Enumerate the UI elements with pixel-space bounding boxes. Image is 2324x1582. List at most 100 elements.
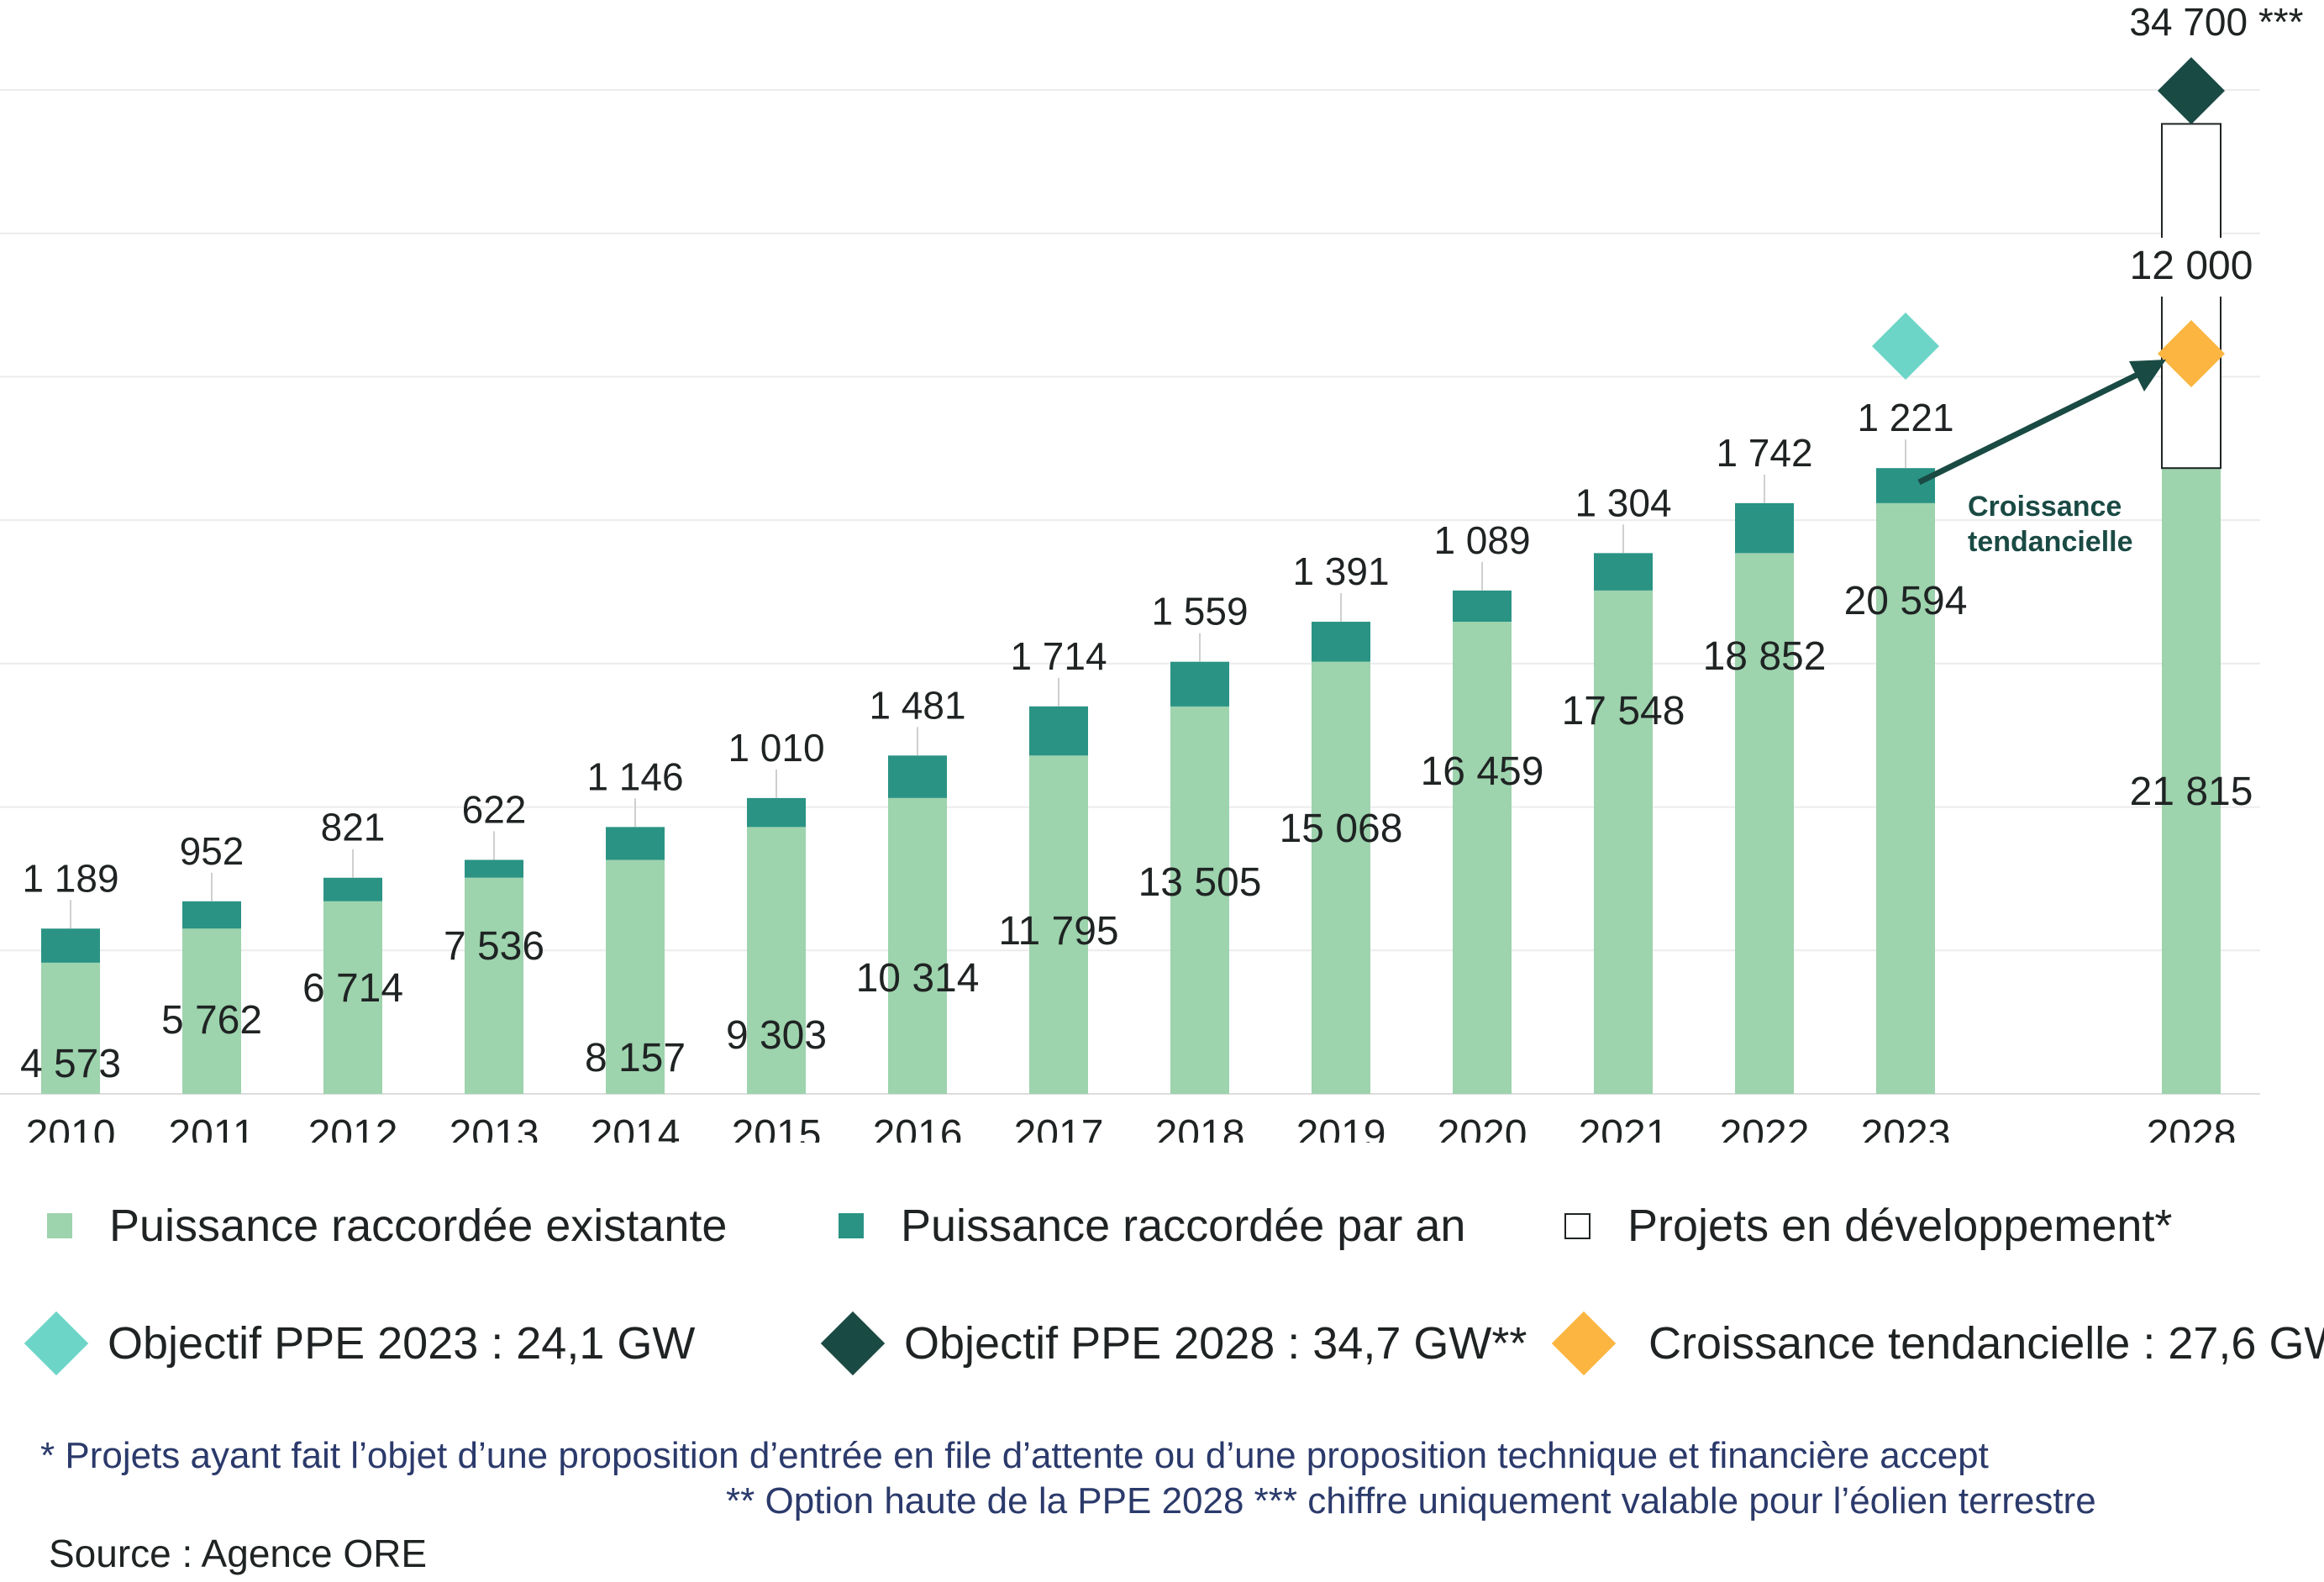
bar-existing [182, 928, 241, 1094]
label-annual: 1 742 [1716, 431, 1812, 475]
label-annual: 1 391 [1292, 549, 1389, 593]
label-existing: 13 505 [1138, 860, 1262, 905]
bar-existing [323, 901, 382, 1094]
label-annual: 1 559 [1151, 590, 1248, 633]
trend-arrow-line [1917, 366, 2149, 486]
source-text: Source : Agence ORE [49, 1532, 428, 1575]
bar-existing [41, 962, 100, 1094]
legend-item-existing: Puissance raccordée existante [47, 1200, 727, 1252]
label-annual: 1 089 [1433, 518, 1530, 562]
annotation-line-2: tendancielle [1968, 526, 2133, 558]
stacked-bar-chart: 1 189 4 573 2010 952 5 762 2011 821 6 714 2012 62… [0, 0, 2304, 1143]
bar-annual [888, 755, 947, 798]
label-existing: 5 762 [161, 998, 262, 1043]
legend-item-annual: Puissance raccordée par an [839, 1200, 1465, 1252]
legend-label-projects: Projets en développement* [1627, 1201, 2173, 1251]
label-existing: 21 815 [2130, 770, 2253, 814]
x-tick-label: 2023 [1861, 1112, 1951, 1143]
label-annual: 1 189 [22, 856, 118, 900]
x-tick-label: 2013 [450, 1112, 539, 1143]
label-annual: 1 481 [869, 683, 965, 727]
bar-annual [1453, 590, 1512, 623]
legend-row-1: Puissance raccordée existante Puissance … [0, 1200, 2324, 1267]
label-existing: 18 852 [1703, 634, 1827, 679]
label-existing: 4 573 [20, 1042, 121, 1086]
bar-existing [1029, 755, 1088, 1094]
bar-annual [1029, 706, 1088, 756]
label-projects: 12 000 [2130, 244, 2253, 288]
legend-item-ppe-2028: Objectif PPE 2028 : 34,7 GW** [820, 1311, 1527, 1376]
label-existing: 6 714 [302, 966, 403, 1011]
x-tick-label: 2028 [2147, 1112, 2237, 1143]
marker-ppe-2028 [2158, 57, 2225, 124]
legend-diamond-trend [1551, 1311, 1617, 1376]
bar-annual [1312, 622, 1370, 662]
label-annual: 1 146 [586, 754, 683, 798]
bar-annual [323, 877, 382, 901]
bar-existing [1594, 590, 1653, 1094]
label-annual: 1 221 [1857, 396, 1953, 439]
legend-label-annual: Puissance raccordée par an [901, 1201, 1466, 1251]
label-annual: 1 010 [728, 726, 824, 770]
bar-existing [1876, 502, 1935, 1094]
bar-existing [465, 877, 523, 1094]
label-existing: 9 303 [726, 1013, 827, 1058]
bar-annual [1170, 661, 1229, 707]
bar-annual [606, 827, 665, 860]
label-existing: 10 314 [856, 956, 980, 1001]
bar-existing [1453, 622, 1512, 1094]
bar-annual [1876, 468, 1935, 503]
bar-annual [465, 859, 523, 878]
x-tick-label: 2019 [1296, 1112, 1386, 1143]
x-tick-label: 2018 [1155, 1112, 1245, 1143]
bar-existing [1312, 661, 1370, 1094]
marker-ppe-2023 [1872, 313, 1939, 380]
x-tick-label: 2022 [1720, 1112, 1810, 1143]
label-projects-bg [2111, 238, 2271, 297]
bar-existing [888, 797, 947, 1094]
bar-annual [41, 928, 100, 963]
legend-diamond-ppe-2028 [820, 1311, 886, 1376]
label-existing: 15 068 [1280, 807, 1403, 851]
label-annual: 622 [462, 787, 527, 831]
label-existing: 11 795 [998, 909, 1118, 954]
x-tick-label: 2015 [732, 1112, 822, 1143]
bar-annual [1594, 553, 1653, 591]
label-existing: 8 157 [585, 1036, 686, 1080]
legend-label-ppe-2028: Objectif PPE 2028 : 34,7 GW** [904, 1318, 1527, 1369]
x-tick-label: 2020 [1438, 1112, 1527, 1143]
legend-item-trend: Croissance tendancielle : 27,6 GW [1551, 1311, 2324, 1376]
x-tick-label: 2010 [26, 1112, 116, 1143]
legend-row-2: Objectif PPE 2023 : 24,1 GW Objectif PPE… [0, 1311, 2324, 1385]
legend-swatch-projects [1564, 1212, 1591, 1239]
footnote-1: * Projets ayant fait l’objet d’une propo… [40, 1435, 1989, 1476]
marker-trend [2158, 320, 2225, 387]
bar-existing [606, 859, 665, 1094]
label-annual: 1 304 [1575, 481, 1671, 524]
x-tick-label: 2016 [873, 1112, 963, 1143]
trend-arrow-head [2129, 360, 2166, 392]
legend-swatch-annual [839, 1213, 864, 1238]
annotation-line-1: Croissance [1968, 491, 2122, 523]
legend-item-ppe-2023: Objectif PPE 2023 : 24,1 GW [24, 1311, 695, 1376]
label-annual: 1 714 [1010, 634, 1107, 678]
label-existing: 17 548 [1562, 689, 1685, 733]
legend-swatch-existing [47, 1213, 72, 1238]
bar-annual [1735, 502, 1794, 554]
x-tick-label: 2017 [1014, 1112, 1104, 1143]
label-existing: 7 536 [444, 924, 544, 969]
legend-item-projects: Projets en développement* [1564, 1200, 2172, 1252]
label-existing: 20 594 [1844, 579, 1968, 623]
bar-existing [1170, 706, 1229, 1094]
legend-diamond-ppe-2023 [24, 1311, 89, 1376]
footnote-2: ** Option haute de la PPE 2028 *** chiff… [726, 1480, 2096, 1522]
label-annual: 821 [321, 806, 386, 849]
bar-annual [182, 901, 241, 929]
label-annual: 952 [180, 829, 244, 873]
bar-annual [747, 797, 806, 828]
x-tick-label: 2012 [308, 1112, 398, 1143]
label-ppe-2028: 34 700 *** [2129, 0, 2303, 44]
x-tick-label: 2021 [1579, 1112, 1669, 1143]
bar-existing [747, 827, 806, 1094]
bar-existing [2162, 468, 2221, 1094]
